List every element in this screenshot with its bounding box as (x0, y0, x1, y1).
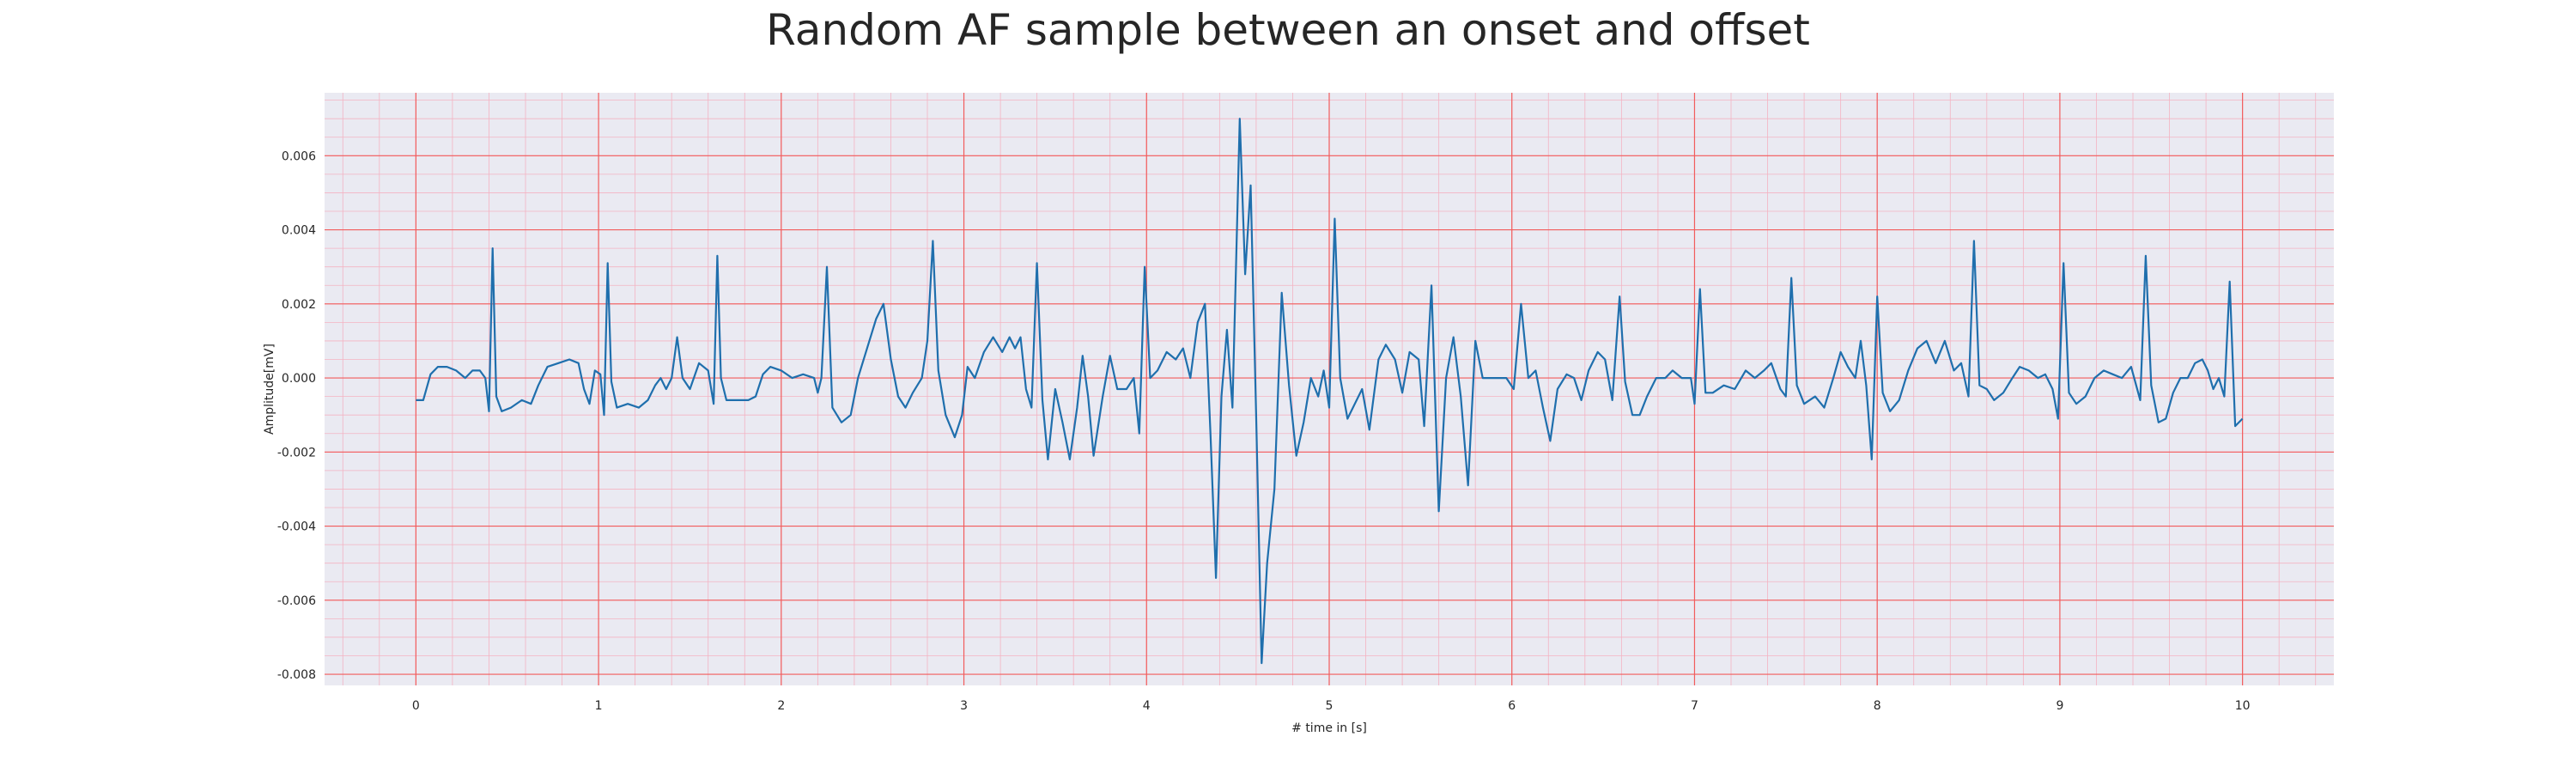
x-tick-label: 9 (2056, 699, 2063, 713)
x-tick-label: 6 (1508, 699, 1516, 713)
y-tick-label: 0.004 (282, 224, 316, 238)
x-tick-label: 0 (412, 699, 420, 713)
x-tick-label: 3 (960, 699, 968, 713)
y-tick-label: -0.008 (277, 668, 316, 682)
x-tick-label: 7 (1691, 699, 1698, 713)
x-tick-label: 10 (2235, 699, 2251, 713)
x-tick-label: 5 (1326, 699, 1334, 713)
x-axis-label: # time in [s] (1291, 721, 1367, 735)
y-tick-label: -0.006 (277, 594, 316, 608)
chart-title: Random AF sample between an onset and of… (766, 5, 1810, 55)
x-tick-label: 4 (1143, 699, 1151, 713)
y-axis-label: Amplitude[mV] (263, 344, 276, 435)
x-tick-label: 2 (777, 699, 785, 713)
y-tick-label: 0.006 (282, 149, 316, 163)
x-tick-label: 8 (1874, 699, 1881, 713)
y-tick-label: 0.002 (282, 298, 316, 312)
y-tick-label: 0.000 (282, 372, 316, 386)
x-tick-labels: 0 1 2 3 4 5 6 7 8 9 10 (412, 699, 2251, 713)
x-tick-label: 1 (595, 699, 603, 713)
y-tick-label: -0.002 (277, 446, 316, 460)
y-tick-label: -0.004 (277, 520, 316, 534)
signal-line (416, 118, 2244, 665)
y-tick-labels: -0.008 -0.006 -0.004 -0.002 0.000 0.002 0.004 0… (277, 149, 316, 682)
